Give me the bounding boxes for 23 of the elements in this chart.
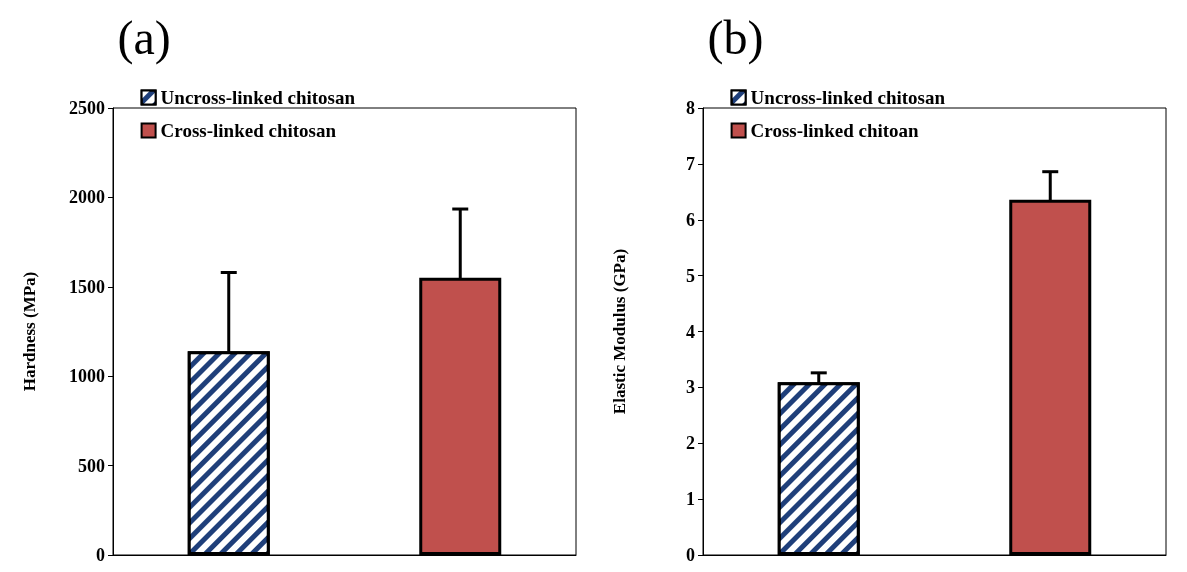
y-tick-label: 0 xyxy=(96,545,105,565)
y-tick-label: 0 xyxy=(686,545,695,565)
y-tick-label: 7 xyxy=(686,153,695,174)
y-tick-label: 4 xyxy=(686,321,695,342)
y-tick-label: 2 xyxy=(686,433,695,454)
y-tick-label: 3 xyxy=(686,377,695,398)
y-tick-label: 1000 xyxy=(69,366,105,387)
y-tick-label: 2500 xyxy=(69,98,105,118)
y-axis-title: Elastic Modulus (GPa) xyxy=(610,248,629,415)
y-axis-title: Hardness (MPa) xyxy=(20,271,39,392)
legend-label: Cross-linked chitoan xyxy=(750,120,920,141)
legend-label: Uncross-linked chitosan xyxy=(750,87,946,108)
legend-label: Uncross-linked chitosan xyxy=(160,87,356,108)
legend-label: Cross-linked chitosan xyxy=(160,120,337,141)
y-tick-label: 2000 xyxy=(69,187,105,208)
y-tick-label: 5 xyxy=(686,265,695,286)
chart-title: (a) xyxy=(117,10,171,65)
y-tick-label: 8 xyxy=(686,98,695,118)
chart-title: (b) xyxy=(707,10,764,65)
y-tick-label: 6 xyxy=(686,209,695,230)
y-tick-label: 1 xyxy=(686,489,695,510)
y-tick-label: 1500 xyxy=(69,276,105,297)
y-tick-label: 500 xyxy=(78,455,105,476)
